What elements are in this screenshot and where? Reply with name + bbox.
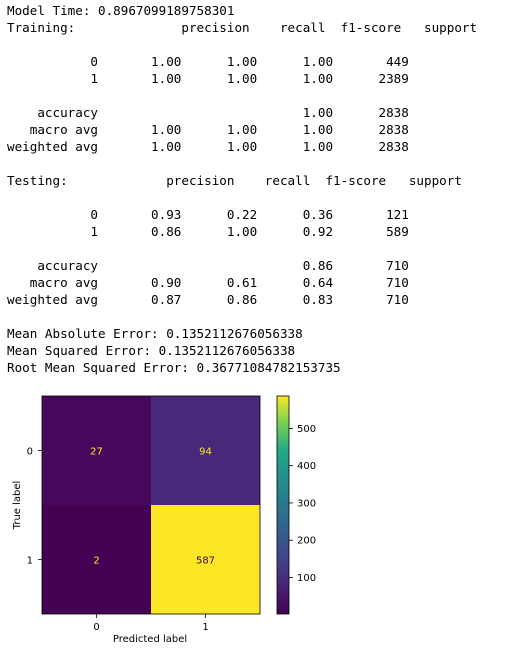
x-tick-label: 1: [202, 622, 208, 633]
heatmap-cell: [42, 505, 151, 614]
heatmap-cell-labels: 27 94 2 587: [90, 447, 215, 567]
heatmap-cell: [151, 505, 260, 614]
output-line: accuracy 0.86 710: [7, 258, 409, 273]
output-line: [7, 87, 477, 104]
colorbar-tick-label: 200: [297, 536, 316, 547]
cell-value-label: 587: [196, 556, 215, 567]
cell-value-label: 2: [93, 556, 99, 567]
output-line: [7, 240, 477, 257]
output-line: [7, 189, 477, 206]
y-tick-label: 0: [27, 447, 33, 458]
output-line: macro avg 0.90 0.61 0.64 710: [7, 275, 409, 290]
output-line: [7, 36, 477, 53]
output-line: Root Mean Squared Error: 0.3677108478215…: [7, 360, 341, 375]
heatmap-cell: [151, 396, 260, 505]
output-line: 0 0.93 0.22 0.36 121: [7, 207, 409, 222]
cell-value-label: 27: [90, 447, 103, 458]
colorbar-tick-label: 400: [297, 461, 316, 472]
y-tick-label: 1: [27, 556, 33, 567]
output-line: Model Time: 0.8967099189758301: [7, 3, 235, 18]
output-line: [7, 308, 477, 325]
x-tick-label: 0: [93, 622, 99, 633]
output-line: macro avg 1.00 1.00 1.00 2838: [7, 122, 409, 137]
output-line: [7, 155, 477, 172]
output-line: weighted avg 1.00 1.00 1.00 2838: [7, 139, 409, 154]
cell-value-label: 94: [199, 447, 212, 458]
y-axis-ticks: 01: [27, 447, 42, 567]
output-line: 1 1.00 1.00 1.00 2389: [7, 71, 409, 86]
output-line: weighted avg 0.87 0.86 0.83 710: [7, 292, 409, 307]
output-line: 0 1.00 1.00 1.00 449: [7, 54, 409, 69]
plot-frame: [41, 395, 261, 615]
output-line: accuracy 1.00 2838: [7, 105, 409, 120]
colorbar-tick-label: 500: [297, 424, 316, 435]
colorbar-tick-label: 300: [297, 498, 316, 509]
console-output: Model Time: 0.8967099189758301 Training: …: [7, 2, 477, 376]
x-axis-label: Predicted label: [113, 634, 187, 645]
output-line: Testing: precision recall f1-score suppo…: [7, 173, 462, 188]
colorbar-ticks: 100 200 300 400 500: [289, 424, 316, 584]
output-line: Mean Absolute Error: 0.1352112676056338: [7, 326, 303, 341]
heatmap-cell: [42, 396, 151, 505]
heatmap-cells: [42, 396, 260, 614]
y-axis-label: True label: [12, 481, 23, 531]
output-line: Training: precision recall f1-score supp…: [7, 20, 478, 35]
output-line: 1 0.86 1.00 0.92 589: [7, 224, 409, 239]
colorbar-tick-label: 100: [297, 573, 316, 584]
output-line: Mean Squared Error: 0.1352112676056338: [7, 343, 296, 358]
colorbar: [276, 395, 290, 615]
